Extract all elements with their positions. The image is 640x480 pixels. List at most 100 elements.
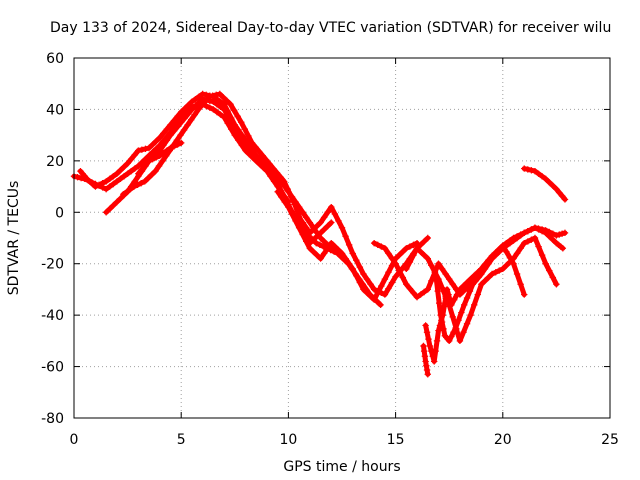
data-point-fill xyxy=(234,113,241,120)
data-point-fill xyxy=(160,130,167,137)
data-point-fill xyxy=(74,173,81,181)
data-point xyxy=(253,152,260,159)
data-point xyxy=(274,180,281,188)
data-point-fill xyxy=(450,329,457,336)
data-point xyxy=(113,198,121,206)
data-point xyxy=(178,139,185,147)
data-point xyxy=(141,178,148,185)
data-point-fill xyxy=(142,145,149,153)
data-point-fill xyxy=(303,224,310,231)
data-point-fill xyxy=(388,279,396,286)
data-point-fill xyxy=(213,108,221,116)
data-point xyxy=(403,245,410,252)
data-point xyxy=(469,281,476,288)
y-tick-label: 60 xyxy=(46,51,64,67)
data-point xyxy=(328,239,335,247)
data-point-fill xyxy=(549,236,557,243)
data-point xyxy=(92,183,99,190)
data-point xyxy=(542,260,549,267)
data-point xyxy=(270,165,277,172)
data-point xyxy=(195,106,202,113)
data-point-fill xyxy=(513,270,521,278)
data-point xyxy=(188,98,196,105)
data-point-fill xyxy=(177,131,184,139)
data-point xyxy=(531,167,539,175)
data-point-fill xyxy=(475,274,482,281)
data-point xyxy=(377,301,384,309)
data-point xyxy=(124,170,131,177)
data-point-fill xyxy=(378,282,385,290)
data-point xyxy=(135,147,142,154)
series-track-5 xyxy=(135,139,185,177)
data-point xyxy=(521,239,528,247)
data-point xyxy=(167,144,174,152)
data-point-fill xyxy=(410,289,417,297)
data-point-fill xyxy=(320,214,328,221)
x-tick-label: 10 xyxy=(279,432,297,448)
data-point-fill xyxy=(273,169,281,177)
y-axis-label: SDTVAR / TECUs xyxy=(6,181,22,296)
data-point-fill xyxy=(538,227,546,235)
data-point-fill xyxy=(472,277,479,285)
data-point xyxy=(338,224,346,231)
data-point-fill xyxy=(420,288,428,296)
data-point-fill xyxy=(263,156,270,164)
data-point-fill xyxy=(356,279,364,286)
data-point xyxy=(317,219,324,226)
data-point-fill xyxy=(506,258,514,266)
data-point-fill xyxy=(423,329,431,336)
data-point-fill xyxy=(425,335,432,343)
data-point-fill xyxy=(213,101,221,108)
data-point-fill xyxy=(281,198,289,206)
data-point-fill xyxy=(174,123,181,130)
data-point-fill xyxy=(423,366,431,374)
data-point xyxy=(238,119,245,126)
data-point-fill xyxy=(549,230,557,237)
data-point-fill xyxy=(385,285,392,292)
data-point xyxy=(360,270,367,278)
data-point-fill xyxy=(117,175,124,183)
data-point-fill xyxy=(324,245,331,252)
data-point-fill xyxy=(238,136,246,143)
data-point xyxy=(328,219,335,226)
data-point-fill xyxy=(395,251,403,259)
data-point-fill xyxy=(363,289,371,297)
data-point-fill xyxy=(163,147,171,154)
data-point-fill xyxy=(431,269,439,276)
data-point xyxy=(499,265,506,273)
data-point-fill xyxy=(223,97,231,105)
y-tick-label: 40 xyxy=(46,102,64,118)
data-point-fill xyxy=(213,91,220,99)
data-point-fill xyxy=(148,171,156,178)
data-point xyxy=(306,245,314,252)
plot-frame xyxy=(73,57,611,419)
data-point-fill xyxy=(185,110,192,117)
data-point xyxy=(178,119,185,126)
data-point-fill xyxy=(485,274,492,281)
data-point xyxy=(188,106,196,113)
data-point xyxy=(559,245,567,252)
data-point-fill xyxy=(385,269,392,276)
data-point-fill xyxy=(503,262,510,269)
series-track-11 xyxy=(433,224,567,345)
data-point-fill xyxy=(410,241,417,249)
data-point-fill xyxy=(353,257,360,264)
data-point-fill xyxy=(433,337,441,345)
series-track-12 xyxy=(420,342,431,378)
data-point xyxy=(130,183,138,190)
data-point-fill xyxy=(417,248,424,255)
data-point-fill xyxy=(138,159,146,166)
data-point-fill xyxy=(217,111,224,118)
data-point-fill xyxy=(451,296,458,303)
data-point xyxy=(531,224,539,231)
data-point xyxy=(259,152,266,159)
data-point-fill xyxy=(428,277,435,285)
data-point-fill xyxy=(435,299,443,307)
data-point-fill xyxy=(513,234,521,242)
y-tick-label: -40 xyxy=(41,308,64,324)
data-point xyxy=(113,178,121,185)
data-point xyxy=(488,255,496,262)
data-point-fill xyxy=(198,101,206,109)
data-point-fill xyxy=(228,118,235,125)
